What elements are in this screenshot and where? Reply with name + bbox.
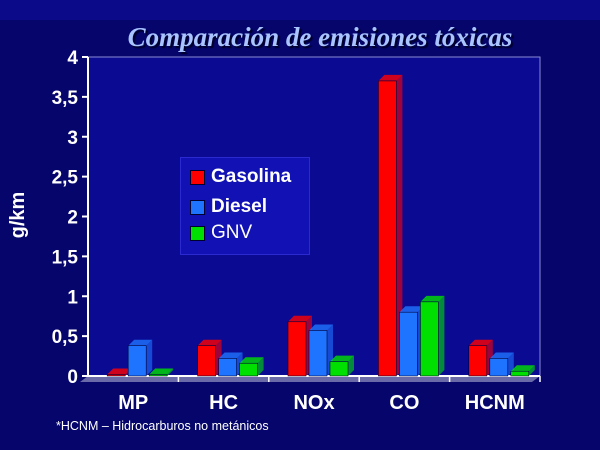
bar-side: [257, 357, 264, 376]
bar-top: [149, 368, 174, 375]
bar-side: [167, 368, 174, 376]
bar-front: [127, 345, 147, 377]
legend-label-gnv: GNV: [211, 222, 253, 243]
bar-front: [148, 374, 168, 377]
bar-top: [510, 365, 535, 372]
bar-gnv-mp: [148, 368, 174, 377]
bar-top: [288, 315, 312, 322]
bar-top: [197, 339, 222, 346]
x-tick-label: HC: [209, 392, 238, 414]
y-tick-label: 3: [67, 128, 78, 149]
y-tick-label: 2,5: [52, 168, 79, 189]
y-tick-label: 0: [67, 367, 78, 388]
chart-title: Comparación de emisiones tóxicas: [127, 22, 513, 52]
bar-front: [106, 374, 126, 377]
bar-front: [510, 370, 530, 377]
bar-gasolina-hc: [197, 339, 222, 377]
bar-side: [396, 74, 403, 377]
bar-gnv-hc: [239, 357, 264, 377]
legend: Gasolina Diesel GNV: [180, 157, 310, 255]
x-tick-label: MP: [118, 392, 148, 414]
y-axis: 0 0,5 1 1,5 2 2,5 3 3,5 4: [52, 48, 89, 388]
y-axis-label: g/km: [7, 192, 29, 239]
footnote: *HCNM – Hidrocarburos no metánicos: [56, 419, 269, 433]
bar-gasolina-co: [378, 74, 403, 377]
bar-top: [218, 352, 243, 359]
bar-top: [489, 352, 514, 359]
y-tick-label: 1: [67, 287, 78, 308]
bar-side: [528, 365, 535, 376]
bar-side: [348, 355, 354, 376]
bar-top: [239, 357, 264, 364]
x-tick-label: CO: [389, 392, 419, 414]
bar-front: [197, 345, 216, 377]
bar-diesel-nox: [308, 324, 333, 377]
legend-swatch-diesel: [190, 200, 205, 215]
bar-top: [330, 355, 354, 362]
bar-top: [378, 74, 403, 81]
bar-front: [468, 345, 488, 377]
bar-top: [420, 295, 445, 302]
bar-top: [309, 324, 333, 331]
plot-floor: [80, 376, 540, 382]
y-tick-label: 1,5: [52, 247, 79, 268]
bar-gasolina-hcnm: [468, 339, 493, 377]
bar-front: [218, 358, 237, 377]
legend-swatch-gasolina: [190, 170, 205, 185]
bar-side: [146, 339, 153, 376]
bars-group: [106, 74, 535, 377]
y-tick-label: 3,5: [52, 88, 79, 109]
bar-gnv-nox: [329, 355, 354, 377]
bar-front: [399, 311, 418, 377]
bar-top: [468, 339, 493, 346]
bar-top: [107, 368, 132, 375]
y-tick-label: 4: [67, 48, 78, 69]
legend-label-gasolina: Gasolina: [211, 166, 292, 187]
y-tick-label: 2: [67, 208, 78, 229]
bar-gnv-co: [420, 295, 445, 377]
bar-diesel-mp: [127, 339, 153, 377]
y-tick-label: 0,5: [52, 327, 79, 348]
bar-top: [128, 339, 153, 346]
bar-gnv-hcnm: [510, 365, 535, 377]
slide-top-bar: [0, 0, 600, 20]
plot-background: [87, 56, 541, 377]
bar-diesel-hcnm: [489, 352, 514, 377]
bar-front: [420, 301, 439, 377]
x-tick-label: HCNM: [465, 392, 525, 414]
bar-front: [489, 358, 509, 377]
bar-side: [438, 295, 445, 376]
plot-area: [80, 56, 541, 382]
legend-label-diesel: Diesel: [211, 196, 267, 217]
bar-top: [399, 306, 424, 313]
bar-front: [308, 330, 328, 377]
x-tick-label: NOx: [293, 392, 334, 414]
bar-front: [287, 321, 307, 377]
bar-front: [378, 80, 397, 377]
bar-gasolina-nox: [287, 315, 312, 377]
bar-diesel-hc: [218, 352, 243, 377]
bar-diesel-co: [399, 306, 424, 377]
bar-front: [329, 361, 349, 377]
bar-front: [239, 362, 258, 377]
legend-swatch-gnv: [190, 226, 205, 241]
